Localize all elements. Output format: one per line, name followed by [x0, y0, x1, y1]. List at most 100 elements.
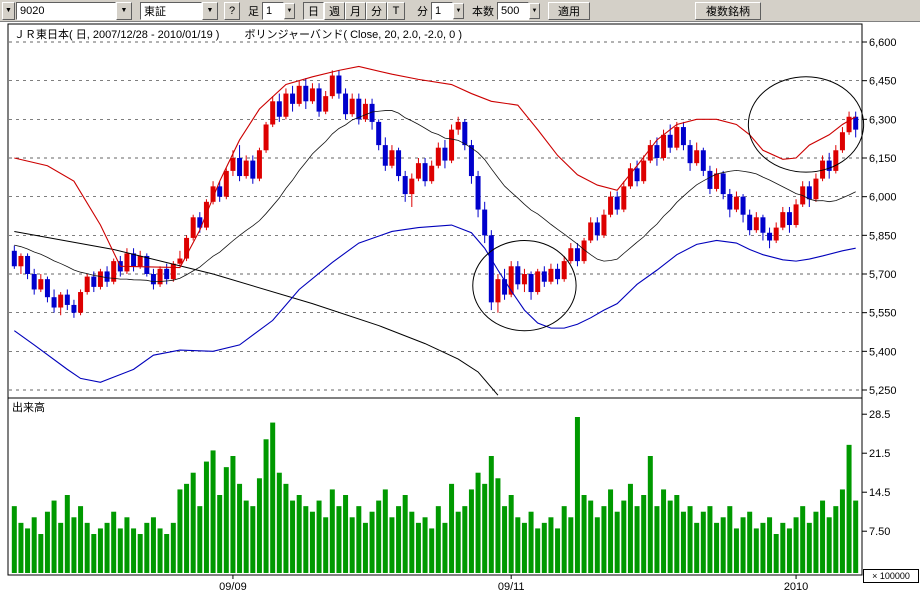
candle-up	[508, 266, 514, 295]
candle-down	[442, 147, 448, 161]
candle-up	[780, 212, 786, 228]
volume-bar	[276, 472, 282, 573]
volume-bar	[296, 495, 302, 573]
volume-bar	[634, 506, 640, 573]
volume-bar	[44, 511, 50, 573]
symbol-history-arrow-icon[interactable]: ▼	[2, 1, 15, 20]
candle-down	[250, 160, 256, 179]
candle-down	[767, 232, 773, 241]
candle-up	[283, 93, 289, 117]
period-day-button[interactable]: 日	[303, 1, 324, 20]
candle-up	[84, 276, 90, 293]
volume-bar	[833, 506, 839, 573]
volume-bar	[111, 511, 117, 573]
exchange-combo: ▼	[140, 1, 218, 20]
volume-bar	[561, 506, 567, 573]
period-tick-button[interactable]: T	[387, 1, 405, 20]
volume-bar	[117, 528, 123, 573]
volume-bar	[11, 506, 17, 573]
volume-bar	[800, 506, 806, 573]
candle-up	[714, 173, 720, 189]
candle-down	[687, 145, 693, 164]
volume-bar	[813, 511, 819, 573]
upper-band-line	[14, 65, 856, 269]
volume-bar	[680, 511, 686, 573]
minute-input[interactable]	[431, 1, 453, 20]
chart-frame	[7, 23, 863, 576]
symbol-input[interactable]	[16, 1, 116, 20]
candle-up	[548, 268, 554, 282]
volume-bar	[568, 517, 574, 573]
candle-up	[177, 258, 183, 264]
volume-bar	[515, 517, 521, 573]
volume-bar	[760, 522, 766, 573]
price-axis-label: 5,550	[869, 308, 897, 320]
candle-up	[694, 150, 700, 164]
candle-down	[402, 176, 408, 195]
volume-bar	[91, 534, 97, 573]
volume-bar	[409, 511, 415, 573]
volume-bar	[243, 500, 249, 573]
candle-down	[376, 121, 382, 146]
volume-bar	[144, 522, 150, 573]
chart-canvas[interactable]: 6,600 6,450 6,300 6,150 6,000 5,850 5,700 5,550…	[0, 22, 920, 607]
candle-down	[144, 255, 150, 274]
period-week-button[interactable]: 週	[324, 1, 345, 20]
volume-bar	[217, 495, 223, 573]
interval-input[interactable]	[262, 1, 284, 20]
volume-axis-label: 7.50	[869, 526, 890, 538]
volume-bar	[627, 483, 633, 573]
volume-bar	[608, 489, 614, 573]
volume-bar	[137, 534, 143, 573]
volume-bar	[581, 495, 587, 573]
candle-down	[71, 304, 77, 313]
candle-down	[356, 98, 362, 120]
candle-up	[223, 170, 229, 197]
volume-bar	[64, 495, 70, 573]
multi-symbol-button[interactable]: 複数銘柄	[695, 1, 761, 20]
candle-down	[667, 134, 673, 148]
volume-bar	[237, 483, 243, 573]
price-axis-label: 5,850	[869, 230, 897, 242]
exchange-dropdown-arrow-icon[interactable]: ▼	[202, 1, 218, 20]
volume-bar	[256, 478, 262, 573]
candle-down	[707, 170, 713, 189]
candle-down	[634, 168, 640, 182]
volume-bar	[488, 456, 494, 573]
price-axis-label: 6,000	[869, 192, 897, 204]
period-month-button[interactable]: 月	[345, 1, 366, 20]
candle-up	[270, 101, 276, 125]
volume-bar	[601, 506, 607, 573]
candle-up	[455, 121, 461, 130]
apply-button[interactable]: 適用	[548, 1, 590, 20]
candle-up	[568, 248, 574, 262]
candle-up	[588, 222, 594, 241]
symbol-dropdown-arrow-icon[interactable]: ▼	[116, 1, 132, 20]
volume-bar	[429, 528, 435, 573]
candle-down	[104, 271, 110, 282]
volume-bar	[694, 522, 700, 573]
interval-spinner-icon[interactable]: ▼	[284, 2, 295, 19]
volume-bar	[124, 517, 130, 573]
volume-bar	[654, 506, 660, 573]
candle-down	[680, 127, 686, 146]
bars-input[interactable]	[497, 1, 529, 20]
bars-spinner-icon[interactable]: ▼	[529, 2, 540, 19]
period-minute-button[interactable]: 分	[366, 1, 387, 20]
candle-up	[641, 160, 647, 182]
help-button[interactable]: ?	[224, 1, 240, 20]
volume-bar	[826, 517, 832, 573]
volume-bar	[71, 517, 77, 573]
exchange-input[interactable]	[140, 1, 202, 20]
candle-down	[369, 103, 375, 122]
candle-up	[157, 268, 163, 285]
minute-spinner-icon[interactable]: ▼	[453, 2, 464, 19]
volume-bar	[707, 506, 713, 573]
volume-bar	[661, 489, 667, 573]
candle-down	[475, 176, 481, 210]
candle-down	[164, 268, 170, 280]
price-axis-label: 6,600	[869, 37, 897, 49]
candle-up	[733, 196, 739, 210]
candle-down	[396, 150, 402, 177]
candle-up	[521, 274, 527, 285]
